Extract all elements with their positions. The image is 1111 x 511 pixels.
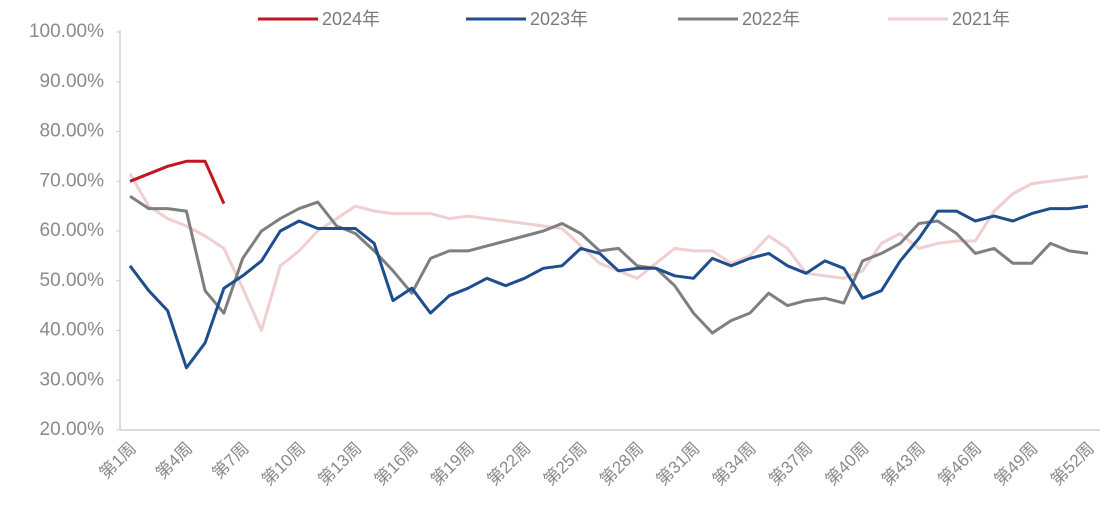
x-tick-label: 第22周: [484, 439, 535, 490]
x-tick-label: 第1周: [96, 439, 140, 483]
x-tick-label: 第16周: [371, 439, 422, 490]
x-tick-label: 第40周: [822, 439, 873, 490]
y-tick-label: 30.00%: [40, 369, 105, 390]
x-tick-label: 第19周: [427, 439, 478, 490]
x-tick-label: 第28周: [596, 439, 647, 490]
x-tick-label: 第49周: [991, 439, 1042, 490]
x-tick-label: 第37周: [765, 439, 816, 490]
x-tick-label: 第52周: [1047, 439, 1098, 490]
x-tick-label: 第13周: [315, 439, 366, 490]
legend-label: 2024年: [322, 9, 380, 29]
x-tick-label: 第4周: [152, 439, 196, 483]
series-line: [128, 173, 1089, 332]
legend-label: 2021年: [952, 9, 1010, 29]
series-line: [128, 204, 1089, 370]
y-tick-label: 40.00%: [40, 320, 105, 341]
x-tick-label: 第10周: [258, 439, 309, 490]
x-tick-label: 第25周: [540, 439, 591, 490]
x-tick-label: 第43周: [878, 439, 929, 490]
y-tick-label: 60.00%: [40, 220, 105, 241]
series-line: [129, 194, 1089, 335]
y-tick-label: 20.00%: [40, 419, 105, 440]
x-tick-label: 第31周: [653, 439, 704, 490]
x-tick-label: 第46周: [934, 439, 985, 490]
x-tick-label: 第34周: [709, 439, 760, 490]
y-tick-label: 80.00%: [40, 121, 105, 142]
y-tick-label: 100.00%: [29, 21, 104, 42]
series-line: [129, 159, 226, 205]
y-tick-label: 70.00%: [40, 170, 105, 191]
x-tick-label: 第7周: [209, 439, 253, 483]
y-tick-label: 90.00%: [40, 71, 105, 92]
legend-label: 2022年: [742, 9, 800, 29]
legend-label: 2023年: [530, 9, 588, 29]
y-tick-label: 50.00%: [40, 270, 105, 291]
